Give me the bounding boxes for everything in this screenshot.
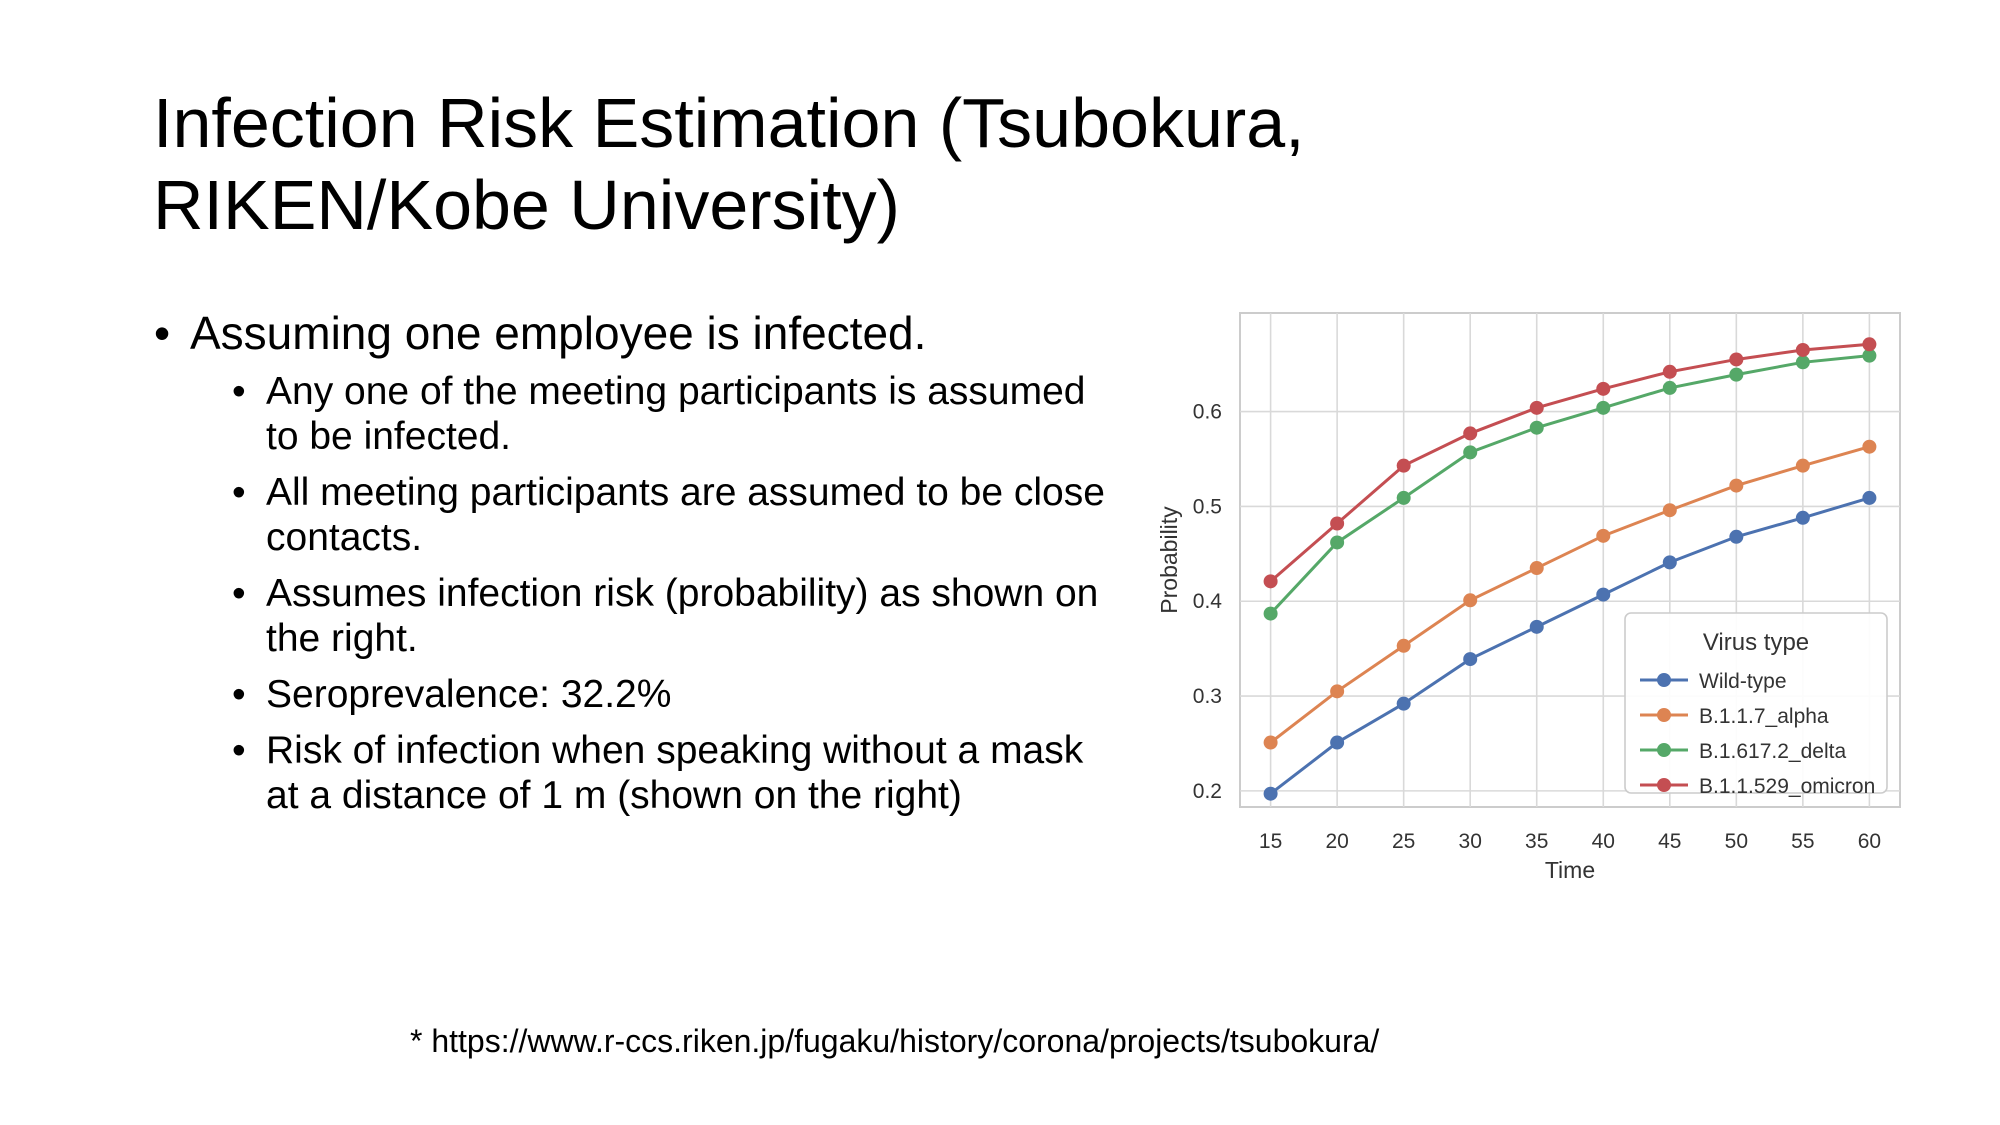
title-line-1: Infection Risk Estimation (Tsubokura, <box>153 84 1305 162</box>
series-line <box>1269 496 1870 795</box>
sub-bullet: Risk of infection when speaking without … <box>190 728 1110 818</box>
data-point <box>1662 380 1677 395</box>
sub-bullet: Any one of the meeting participants is a… <box>190 369 1110 459</box>
legend-entry-label: B.1.1.7_alpha <box>1699 705 1829 728</box>
data-point <box>1396 490 1411 505</box>
x-tick-label: 40 <box>1592 830 1615 853</box>
legend-box <box>1624 612 1888 794</box>
legend-swatch-marker <box>1657 743 1671 757</box>
legend-swatch-marker <box>1657 778 1671 792</box>
series-line <box>1269 342 1870 583</box>
data-point <box>1463 426 1478 441</box>
data-point <box>1263 606 1278 621</box>
data-point <box>1795 510 1810 525</box>
data-point <box>1662 555 1677 570</box>
legend-entry-label: B.1.1.529_omicron <box>1699 775 1875 798</box>
data-point <box>1463 445 1478 460</box>
x-tick-label: 60 <box>1858 830 1881 853</box>
data-point <box>1529 400 1544 415</box>
data-point <box>1729 367 1744 382</box>
data-point <box>1529 619 1544 634</box>
data-point <box>1729 529 1744 544</box>
slide-title: Infection Risk Estimation (Tsubokura, RI… <box>153 82 1453 246</box>
data-point <box>1795 458 1810 473</box>
data-point <box>1263 574 1278 589</box>
series-line <box>1269 354 1870 615</box>
data-point <box>1795 342 1810 357</box>
legend-entry-label: Wild-type <box>1699 670 1787 693</box>
data-point <box>1263 786 1278 801</box>
data-point <box>1396 638 1411 653</box>
bullet-list: Assuming one employee is infected. Any o… <box>150 305 1110 829</box>
data-point <box>1330 535 1345 550</box>
x-tick-label: 50 <box>1725 830 1748 853</box>
y-tick-label: 0.5 <box>1193 495 1222 518</box>
data-point <box>1396 458 1411 473</box>
y-tick-label: 0.2 <box>1193 780 1222 803</box>
bullet-main-text: Assuming one employee is infected. <box>190 307 927 359</box>
sub-bullet: All meeting participants are assumed to … <box>190 470 1110 560</box>
bullet-main: Assuming one employee is infected. Any o… <box>150 305 1110 818</box>
data-point <box>1330 684 1345 699</box>
data-point <box>1463 652 1478 667</box>
data-point <box>1795 355 1810 370</box>
series-line <box>1269 445 1870 744</box>
x-tick-label: 35 <box>1525 830 1548 853</box>
plot-area-frame <box>1239 312 1901 808</box>
sub-bullet: Assumes infection risk (probability) as … <box>190 571 1110 661</box>
x-tick-label: 20 <box>1325 830 1348 853</box>
x-tick-label: 55 <box>1791 830 1814 853</box>
legend-swatch-marker <box>1657 673 1671 687</box>
data-point <box>1529 561 1544 576</box>
x-tick-label: 15 <box>1259 830 1282 853</box>
data-point <box>1862 337 1877 352</box>
x-tick-label: 25 <box>1392 830 1415 853</box>
sub-bullet-list: Any one of the meeting participants is a… <box>190 369 1110 818</box>
sub-bullet: Seroprevalence: 32.2% <box>190 672 1110 717</box>
data-point <box>1862 348 1877 363</box>
data-point <box>1862 439 1877 454</box>
y-tick-label: 0.4 <box>1193 590 1223 613</box>
data-point <box>1729 478 1744 493</box>
footnote-source-url: * https://www.r-ccs.riken.jp/fugaku/hist… <box>410 1023 1380 1059</box>
x-axis-label: Time <box>1545 857 1595 883</box>
data-point <box>1596 400 1611 415</box>
data-point <box>1729 352 1744 367</box>
data-point <box>1862 490 1877 505</box>
data-point <box>1596 381 1611 396</box>
y-axis-label: Probability <box>1156 506 1182 614</box>
x-tick-label: 30 <box>1459 830 1482 853</box>
data-point <box>1596 587 1611 602</box>
y-tick-label: 0.3 <box>1193 685 1222 708</box>
data-point <box>1330 735 1345 750</box>
legend-entry-label: B.1.617.2_delta <box>1699 740 1846 763</box>
data-point <box>1596 528 1611 543</box>
data-point <box>1463 593 1478 608</box>
legend-title: Virus type <box>1703 629 1809 656</box>
x-tick-label: 45 <box>1658 830 1681 853</box>
y-tick-label: 0.6 <box>1193 401 1222 424</box>
data-point <box>1662 503 1677 518</box>
data-point <box>1263 735 1278 750</box>
data-point <box>1396 696 1411 711</box>
title-line-2: RIKEN/Kobe University) <box>153 166 900 244</box>
legend-swatch-marker <box>1657 708 1671 722</box>
data-point <box>1330 516 1345 531</box>
data-point <box>1529 420 1544 435</box>
data-point <box>1662 364 1677 379</box>
